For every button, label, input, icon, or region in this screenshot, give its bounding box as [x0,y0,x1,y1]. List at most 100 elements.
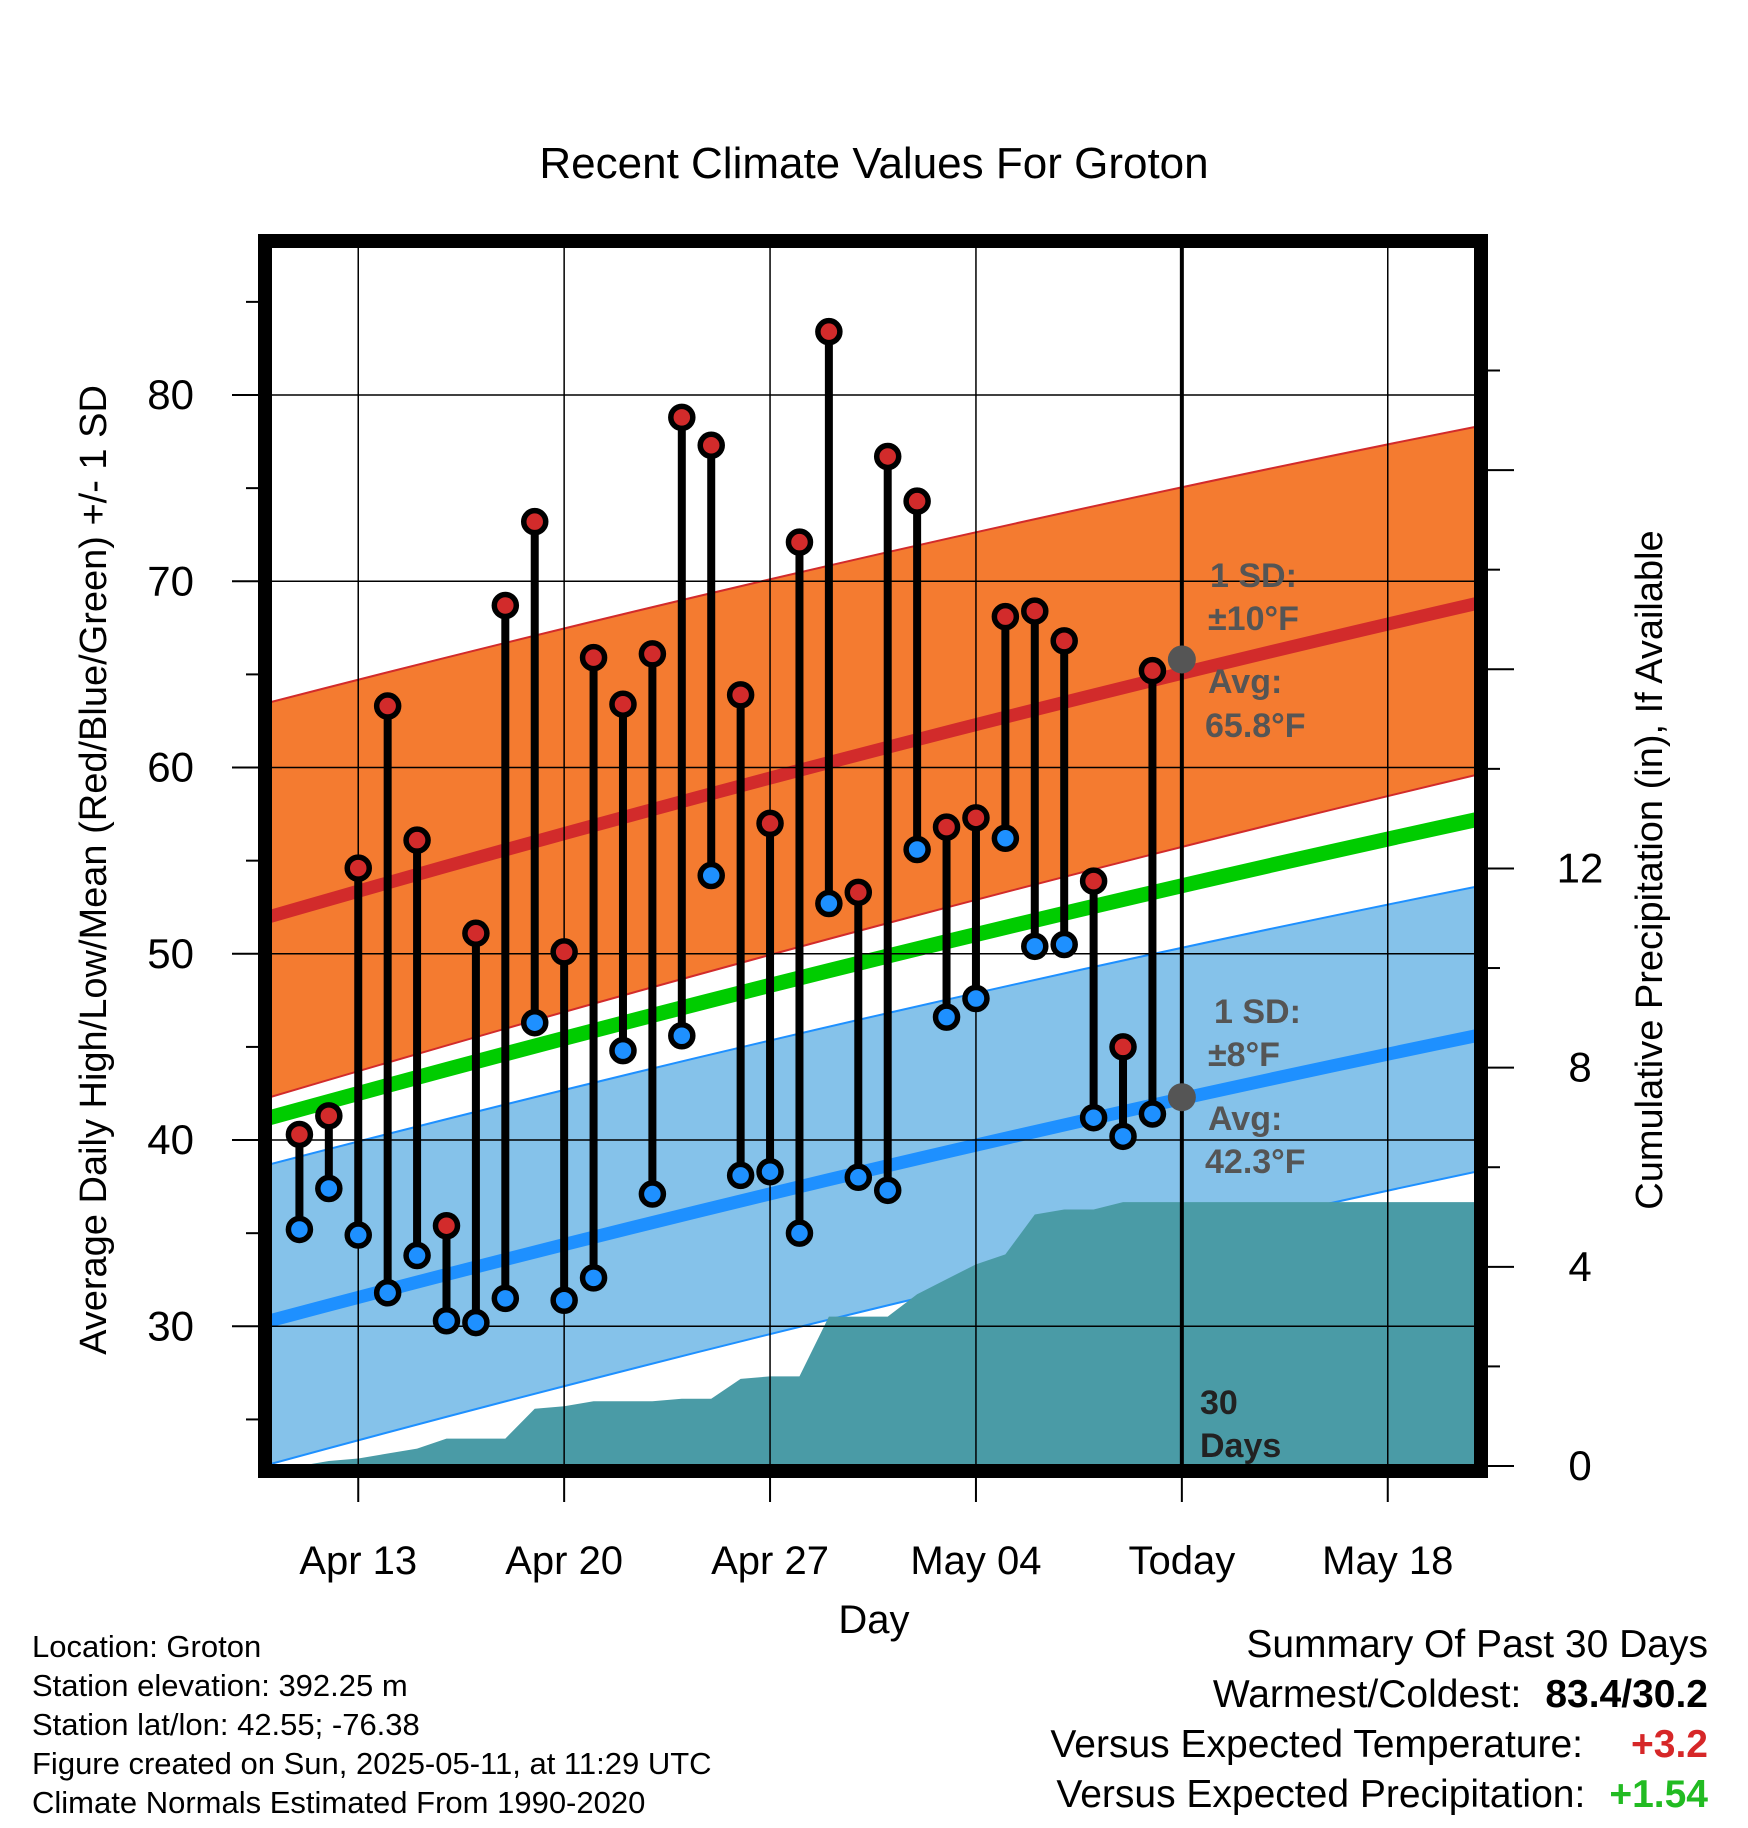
x-tick-label: Today [1128,1539,1235,1583]
plot-area: 1 SD: ±10°F Avg: 65.8°F 1 SD: ±8°F Avg: 42.3°F 3… [147,234,1604,1583]
daily-high-point [609,690,637,718]
precip-value: +1.54 [1609,1773,1708,1816]
high-avg-today-marker [1167,645,1196,674]
daily-high-point [403,826,431,854]
daily-high-point [962,804,990,832]
daily-low-point [1109,1122,1137,1151]
daily-high-point [638,640,667,668]
high-sd-label: 1 SD: [1210,557,1297,595]
daily-high-point [344,854,372,882]
warm-cold-value: 83.4/30.2 [1545,1673,1708,1716]
daily-low-point [1079,1103,1108,1132]
daily-low-point [579,1264,608,1292]
low-sd-value: ±8°F [1208,1036,1280,1074]
daily-high-point [815,317,843,346]
mean-line [270,812,1476,1125]
summary-title: Summary Of Past 30 Days [1246,1623,1708,1666]
normals-text: Climate Normals Estimated From 1990-2020 [32,1785,646,1820]
low-sd-label: 1 SD: [1214,993,1301,1031]
daily-low-point [815,889,843,918]
y2-tick-label: 4 [1568,1243,1591,1290]
x-tick-label: Apr 13 [299,1539,417,1583]
temp-row: Versus Expected Temperature: +3.2 [1050,1720,1708,1770]
created-text: Figure created on Sun, 2025-05-11, at 11… [32,1746,712,1781]
daily-low-point [903,835,931,864]
daily-low-point [638,1180,667,1208]
daily-high-point [315,1102,343,1130]
daily-high-point [726,681,755,709]
x-tick-label: Apr 27 [711,1539,829,1583]
daily-low-point [344,1221,372,1249]
daily-low-point [697,861,725,890]
daily-low-point [991,824,1020,853]
y-axis-label: Average Daily High/Low/Mean (Red/Blue/Gr… [73,385,115,1355]
daily-low-point [1050,930,1078,959]
daily-high-point [520,507,549,536]
temp-label: Versus Expected Temperature: [1050,1723,1583,1766]
x-axis-label: Day [838,1598,909,1642]
daily-low-point [962,984,990,1013]
daily-low-point [432,1306,461,1335]
period-label-number: 30 [1200,1384,1238,1422]
daily-low-point [491,1284,520,1313]
x-tick-label: May 04 [910,1539,1041,1583]
y-tick-label: 60 [147,744,194,791]
y-tick-label: 40 [147,1116,194,1163]
station-info: Location: Groton Station elevation: 392.… [32,1627,712,1822]
high-mean-line [270,597,1476,923]
daily-high-point [697,431,725,460]
daily-high-point [991,602,1020,631]
daily-low-point [609,1036,637,1065]
precip-label: Versus Expected Precipitation: [1056,1773,1586,1816]
y-tick-label: 80 [147,371,194,418]
daily-high-point [903,487,931,515]
chart-title: Recent Climate Values For Groton [539,139,1208,188]
y2-tick-label: 12 [1557,844,1604,891]
x-tick-label: May 18 [1322,1539,1453,1583]
daily-low-point [285,1215,314,1244]
location-text: Location: Groton [32,1629,262,1664]
low-avg-label: Avg: [1208,1100,1282,1138]
daily-high-point [491,591,520,620]
low-avg-value: 42.3°F [1205,1143,1306,1181]
daily-high-point [932,813,961,841]
y-tick-label: 30 [147,1302,194,1349]
high-sd-value: ±10°F [1208,600,1299,638]
daily-low-point [1021,932,1049,961]
low-avg-today-marker [1167,1083,1196,1112]
daily-low-point [726,1161,755,1190]
daily-low-point [1138,1100,1167,1128]
summary-box: Summary Of Past 30 Days Warmest/Coldest:… [1050,1620,1708,1820]
high-avg-value: 65.8°F [1205,707,1306,745]
daily-low-point [785,1219,814,1247]
period-label-unit: Days [1200,1427,1281,1465]
daily-low-point [403,1241,431,1270]
daily-low-point [520,1008,549,1037]
daily-high-point [462,919,490,948]
daily-low-point [844,1163,873,1192]
y2-axis-label: Cumulative Precipitation (in), If Availa… [1629,530,1671,1209]
daily-high-point [668,403,696,432]
daily-high-point [756,809,784,838]
y2-tick-label: 0 [1568,1442,1591,1489]
daily-high-point [579,643,608,672]
daily-high-point [1138,656,1167,685]
x-tick-label: Apr 20 [505,1539,623,1583]
plot-inner [270,246,1476,1466]
daily-low-point [756,1157,784,1186]
temp-value: +3.2 [1631,1723,1708,1766]
daily-high-point [373,692,402,720]
daily-low-point [550,1286,578,1314]
y-tick-label: 50 [147,930,194,977]
daily-low-point [462,1308,490,1337]
plot-frame [258,234,1488,1478]
high-avg-label: Avg: [1208,663,1282,701]
daily-high-point [550,938,578,966]
warm-cold-row: Warmest/Coldest: 83.4/30.2 [1050,1670,1708,1720]
daily-low-point [373,1279,402,1307]
y2-tick-label: 8 [1568,1044,1591,1091]
daily-high-point [1050,627,1078,655]
daily-high-point [873,442,902,471]
daily-low-point [932,1003,961,1031]
